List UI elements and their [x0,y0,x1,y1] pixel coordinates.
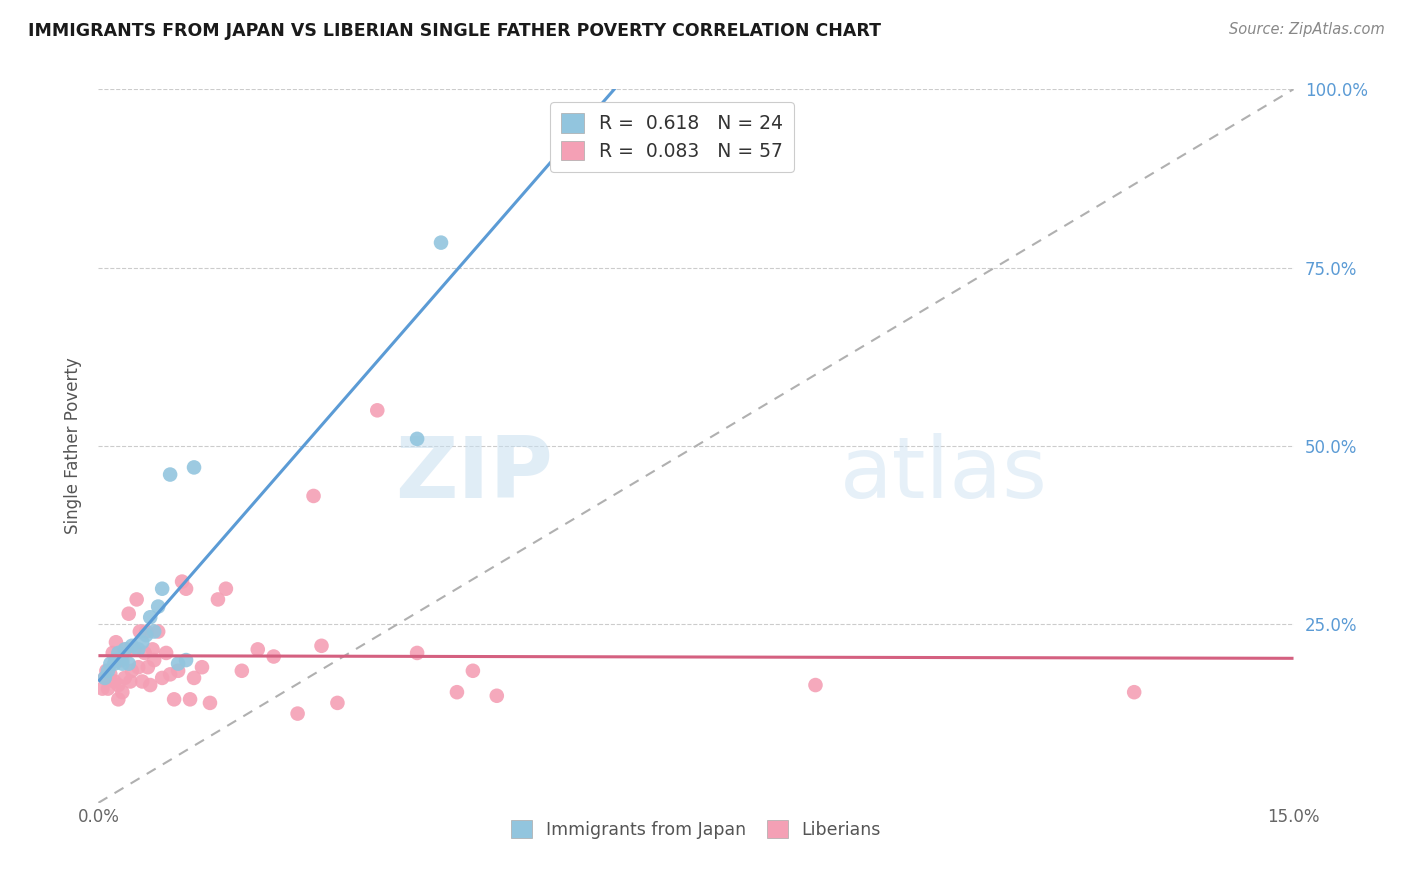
Point [550,103,572,118]
Point [148,624,170,639]
Point [191,660,214,674]
Point [94,671,117,685]
Point [128,624,150,639]
Point [326,696,349,710]
Point [1123,685,1146,699]
Point [311,639,333,653]
Point [91,681,114,696]
Point [114,642,136,657]
Point [159,667,181,681]
Text: IMMIGRANTS FROM JAPAN VS LIBERIAN SINGLE FATHER POVERTY CORRELATION CHART: IMMIGRANTS FROM JAPAN VS LIBERIAN SINGLE… [28,22,882,40]
Point [110,653,132,667]
Point [461,664,484,678]
Point [150,671,173,685]
Point [183,671,205,685]
Point [111,685,134,699]
Point [406,432,429,446]
Point [485,689,508,703]
Point [179,692,201,706]
Y-axis label: Single Father Poverty: Single Father Poverty [65,358,83,534]
Point [125,592,148,607]
Point [97,664,120,678]
Point [104,653,127,667]
Point [159,467,181,482]
Point [163,692,186,706]
Point [118,607,141,621]
Point [231,664,253,678]
Point [103,674,125,689]
Point [111,657,134,671]
Point [131,635,153,649]
Point [215,582,238,596]
Point [111,653,134,667]
Point [150,582,173,596]
Point [172,574,194,589]
Point [143,653,166,667]
Point [94,671,117,685]
Point [167,657,190,671]
Point [134,646,156,660]
Point [121,664,143,678]
Point [114,671,136,685]
Point [101,646,124,660]
Point [174,582,197,596]
Point [406,646,429,660]
Legend: Immigrants from Japan, Liberians: Immigrants from Japan, Liberians [502,812,890,847]
Point [446,685,468,699]
Point [302,489,325,503]
Point [148,599,170,614]
Point [174,653,197,667]
Point [115,642,138,657]
Point [104,635,127,649]
Point [246,642,269,657]
Point [143,624,166,639]
Point [98,657,122,671]
Point [98,667,122,681]
Point [207,592,229,607]
Point [366,403,388,417]
Text: Source: ZipAtlas.com: Source: ZipAtlas.com [1229,22,1385,37]
Point [155,646,177,660]
Point [121,639,143,653]
Point [131,674,153,689]
Point [96,664,118,678]
Text: atlas: atlas [839,433,1047,516]
Point [107,678,129,692]
Point [136,660,159,674]
Point [167,664,190,678]
Point [107,692,129,706]
Point [287,706,309,721]
Point [142,642,165,657]
Point [118,657,141,671]
Point [135,628,157,642]
Point [198,696,221,710]
Point [127,642,149,657]
Point [97,681,120,696]
Point [139,610,162,624]
Point [127,660,149,674]
Point [139,678,162,692]
Point [120,674,142,689]
Point [124,642,146,657]
Point [107,646,129,660]
Point [183,460,205,475]
Point [263,649,285,664]
Point [135,624,157,639]
Point [804,678,827,692]
Point [103,657,125,671]
Point [430,235,453,250]
Text: ZIP: ZIP [395,433,553,516]
